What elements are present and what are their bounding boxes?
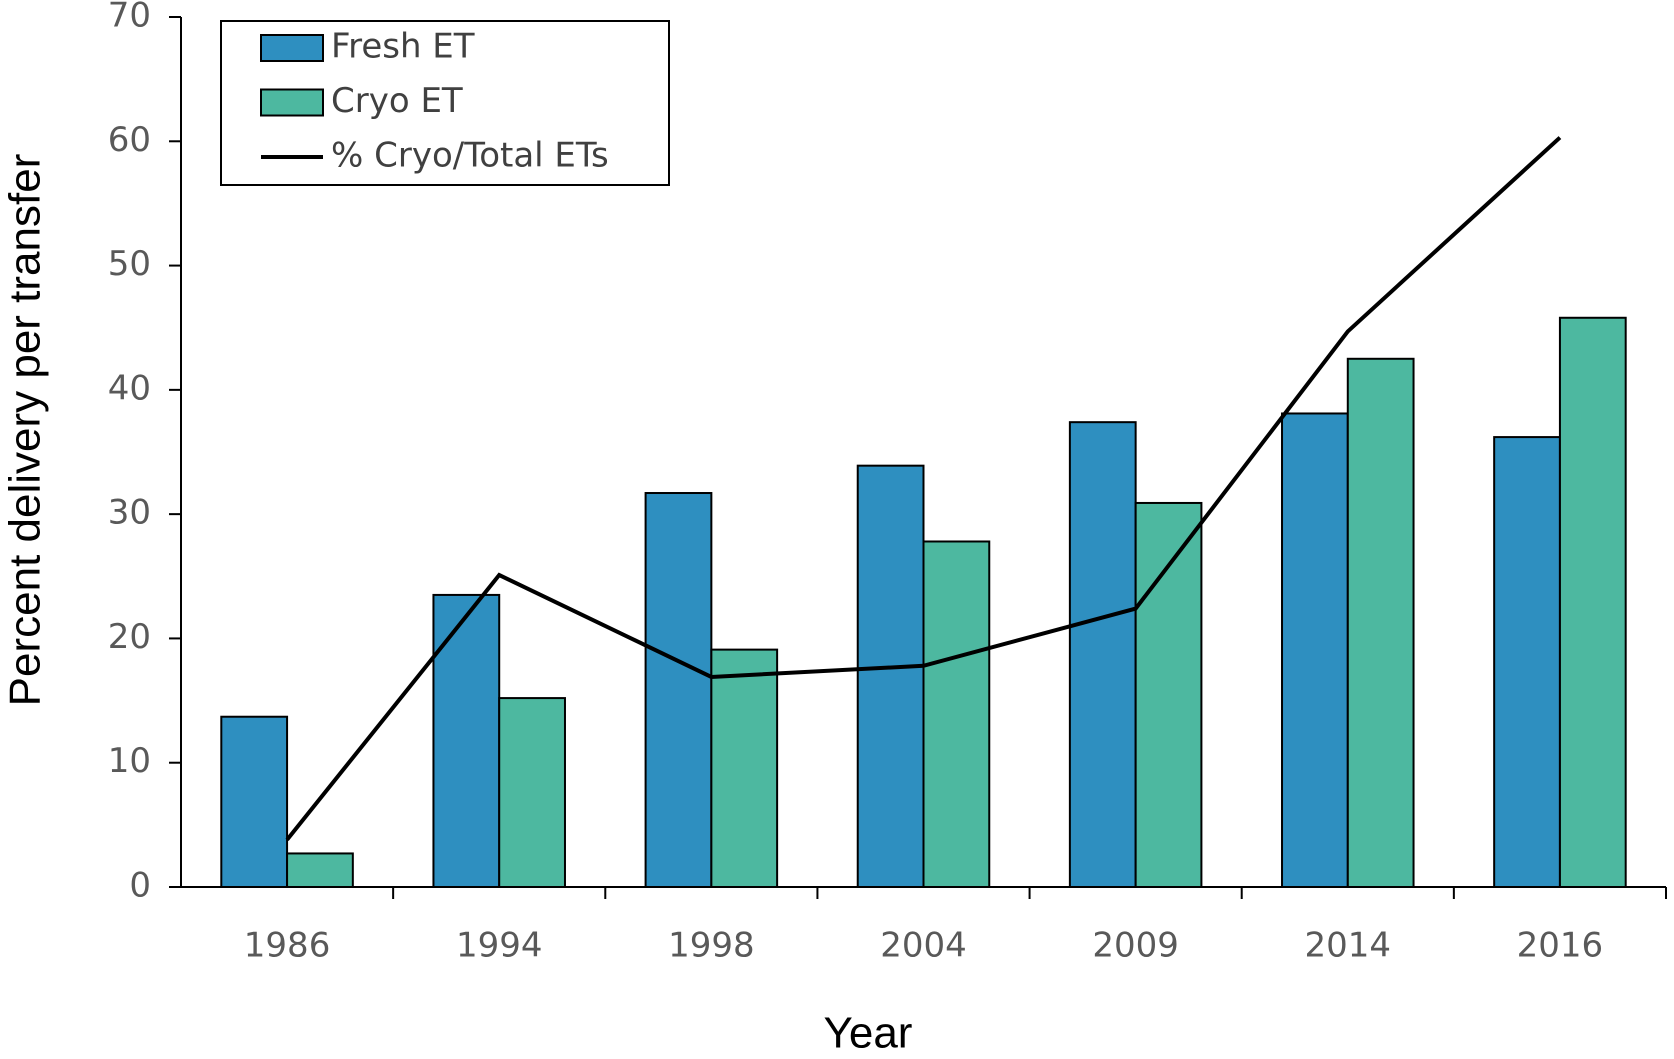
bar [1068,421,1137,888]
x-tick-label: 1998 [668,926,755,966]
y-tick-label: 70 [108,0,151,36]
x-tick-label: 2009 [1092,926,1179,966]
x-axis-title: Year [824,1009,913,1058]
y-tick-label: 30 [108,493,151,533]
x-tick-label: 2014 [1305,926,1392,966]
bar [1134,501,1203,888]
x-tick-label: 2004 [880,926,967,966]
y-tick-label: 40 [108,368,151,408]
y-tick-label: 0 [129,866,151,906]
legend-label: % Cryo/Total ETs [331,136,609,176]
legend-label: Fresh ET [331,27,475,67]
bar [498,697,566,888]
y-tick-label: 20 [108,617,151,657]
bar [1558,316,1627,888]
line [285,136,1562,842]
bar [1493,436,1561,888]
bar [856,464,925,888]
x-tick-label: 1986 [244,926,331,966]
bar [922,540,991,888]
bar [1346,357,1415,888]
bar [644,492,713,888]
y-tick-label: 50 [108,244,151,284]
y-tick-label: 60 [108,120,151,160]
bar [220,715,289,888]
y-tick-label: 10 [108,741,151,781]
bar [286,852,354,889]
legend-swatch [260,34,324,62]
bar [432,593,501,889]
legend-swatch [260,88,324,117]
x-tick-label: 2016 [1517,926,1604,966]
bar [1281,412,1349,888]
bar [710,648,779,888]
x-tick-label: 1994 [456,926,543,966]
legend-label: Cryo ET [331,81,463,121]
y-axis-title: Percent delivery per transfer [1,154,50,707]
